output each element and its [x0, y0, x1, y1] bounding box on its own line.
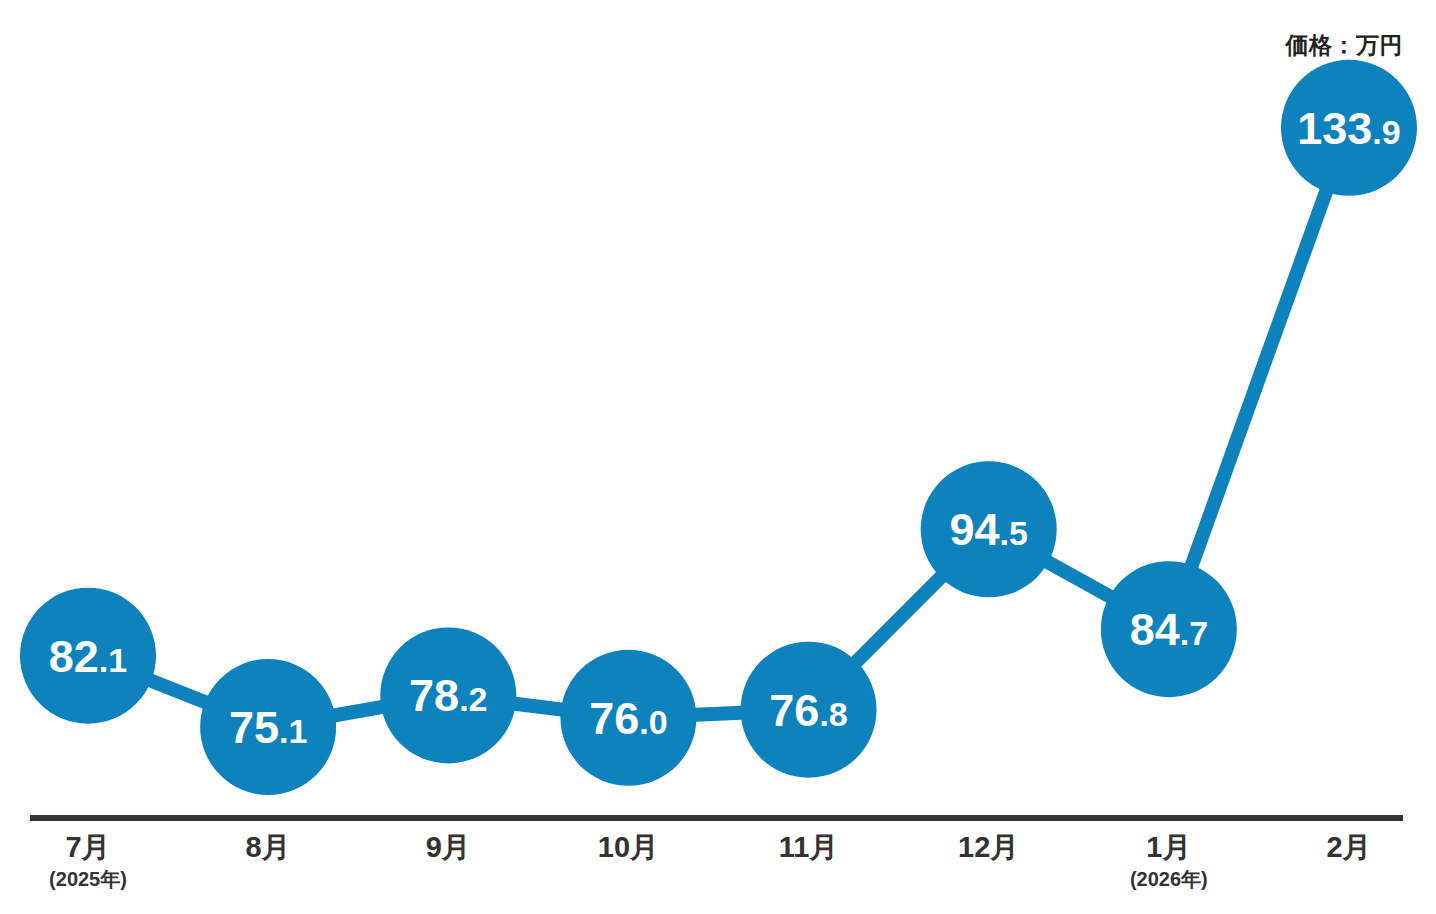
- x-axis-label: 8月: [246, 831, 291, 863]
- line-segment: [1169, 128, 1349, 629]
- unit-label: 価格：万円: [1286, 30, 1404, 61]
- chart-canvas: 82.175.178.276.076.894.584.7133.97月(2025…: [0, 0, 1436, 914]
- x-axis-label: 11月: [779, 831, 839, 863]
- x-axis-sublabel: (2025年): [49, 868, 127, 890]
- x-axis-label: 1月: [1146, 831, 1191, 863]
- x-axis-label: 10月: [598, 831, 659, 863]
- x-axis-sublabel: (2026年): [1130, 868, 1208, 890]
- x-axis-label: 9月: [426, 831, 471, 863]
- x-axis-line: [30, 815, 1403, 821]
- x-axis-label: 2月: [1326, 831, 1371, 863]
- price-line-chart: 価格：万円 82.175.178.276.076.894.584.7133.97…: [0, 0, 1436, 914]
- x-axis-label: 12月: [958, 831, 1019, 863]
- x-axis-label: 7月: [65, 831, 110, 863]
